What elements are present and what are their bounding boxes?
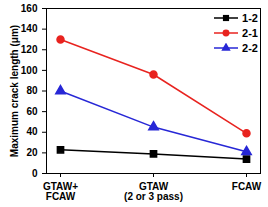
- html-text:2-1: 2-1: [242, 26, 258, 39]
- svg-text:160: 160: [21, 3, 38, 14]
- svg-text:0: 0: [32, 168, 38, 179]
- svg-text:80: 80: [26, 85, 38, 96]
- svg-text:GTAW(2 or 3 pass): GTAW(2 or 3 pass): [124, 181, 183, 202]
- html-text:1-2: 1-2: [242, 11, 258, 24]
- html-text:2-2: 2-2: [242, 41, 258, 54]
- svg-text:40: 40: [26, 126, 38, 137]
- svg-text:GTAW+FCAW: GTAW+FCAW: [43, 181, 78, 202]
- svg-text:120: 120: [21, 44, 38, 55]
- svg-text:20: 20: [26, 147, 38, 158]
- svg-text:140: 140: [21, 23, 38, 34]
- svg-text:Maximum crack length (μm): Maximum crack length (μm): [9, 25, 20, 157]
- svg-text:100: 100: [21, 65, 38, 76]
- svg-text:FCAW: FCAW: [232, 181, 262, 192]
- svg-text:60: 60: [26, 106, 38, 117]
